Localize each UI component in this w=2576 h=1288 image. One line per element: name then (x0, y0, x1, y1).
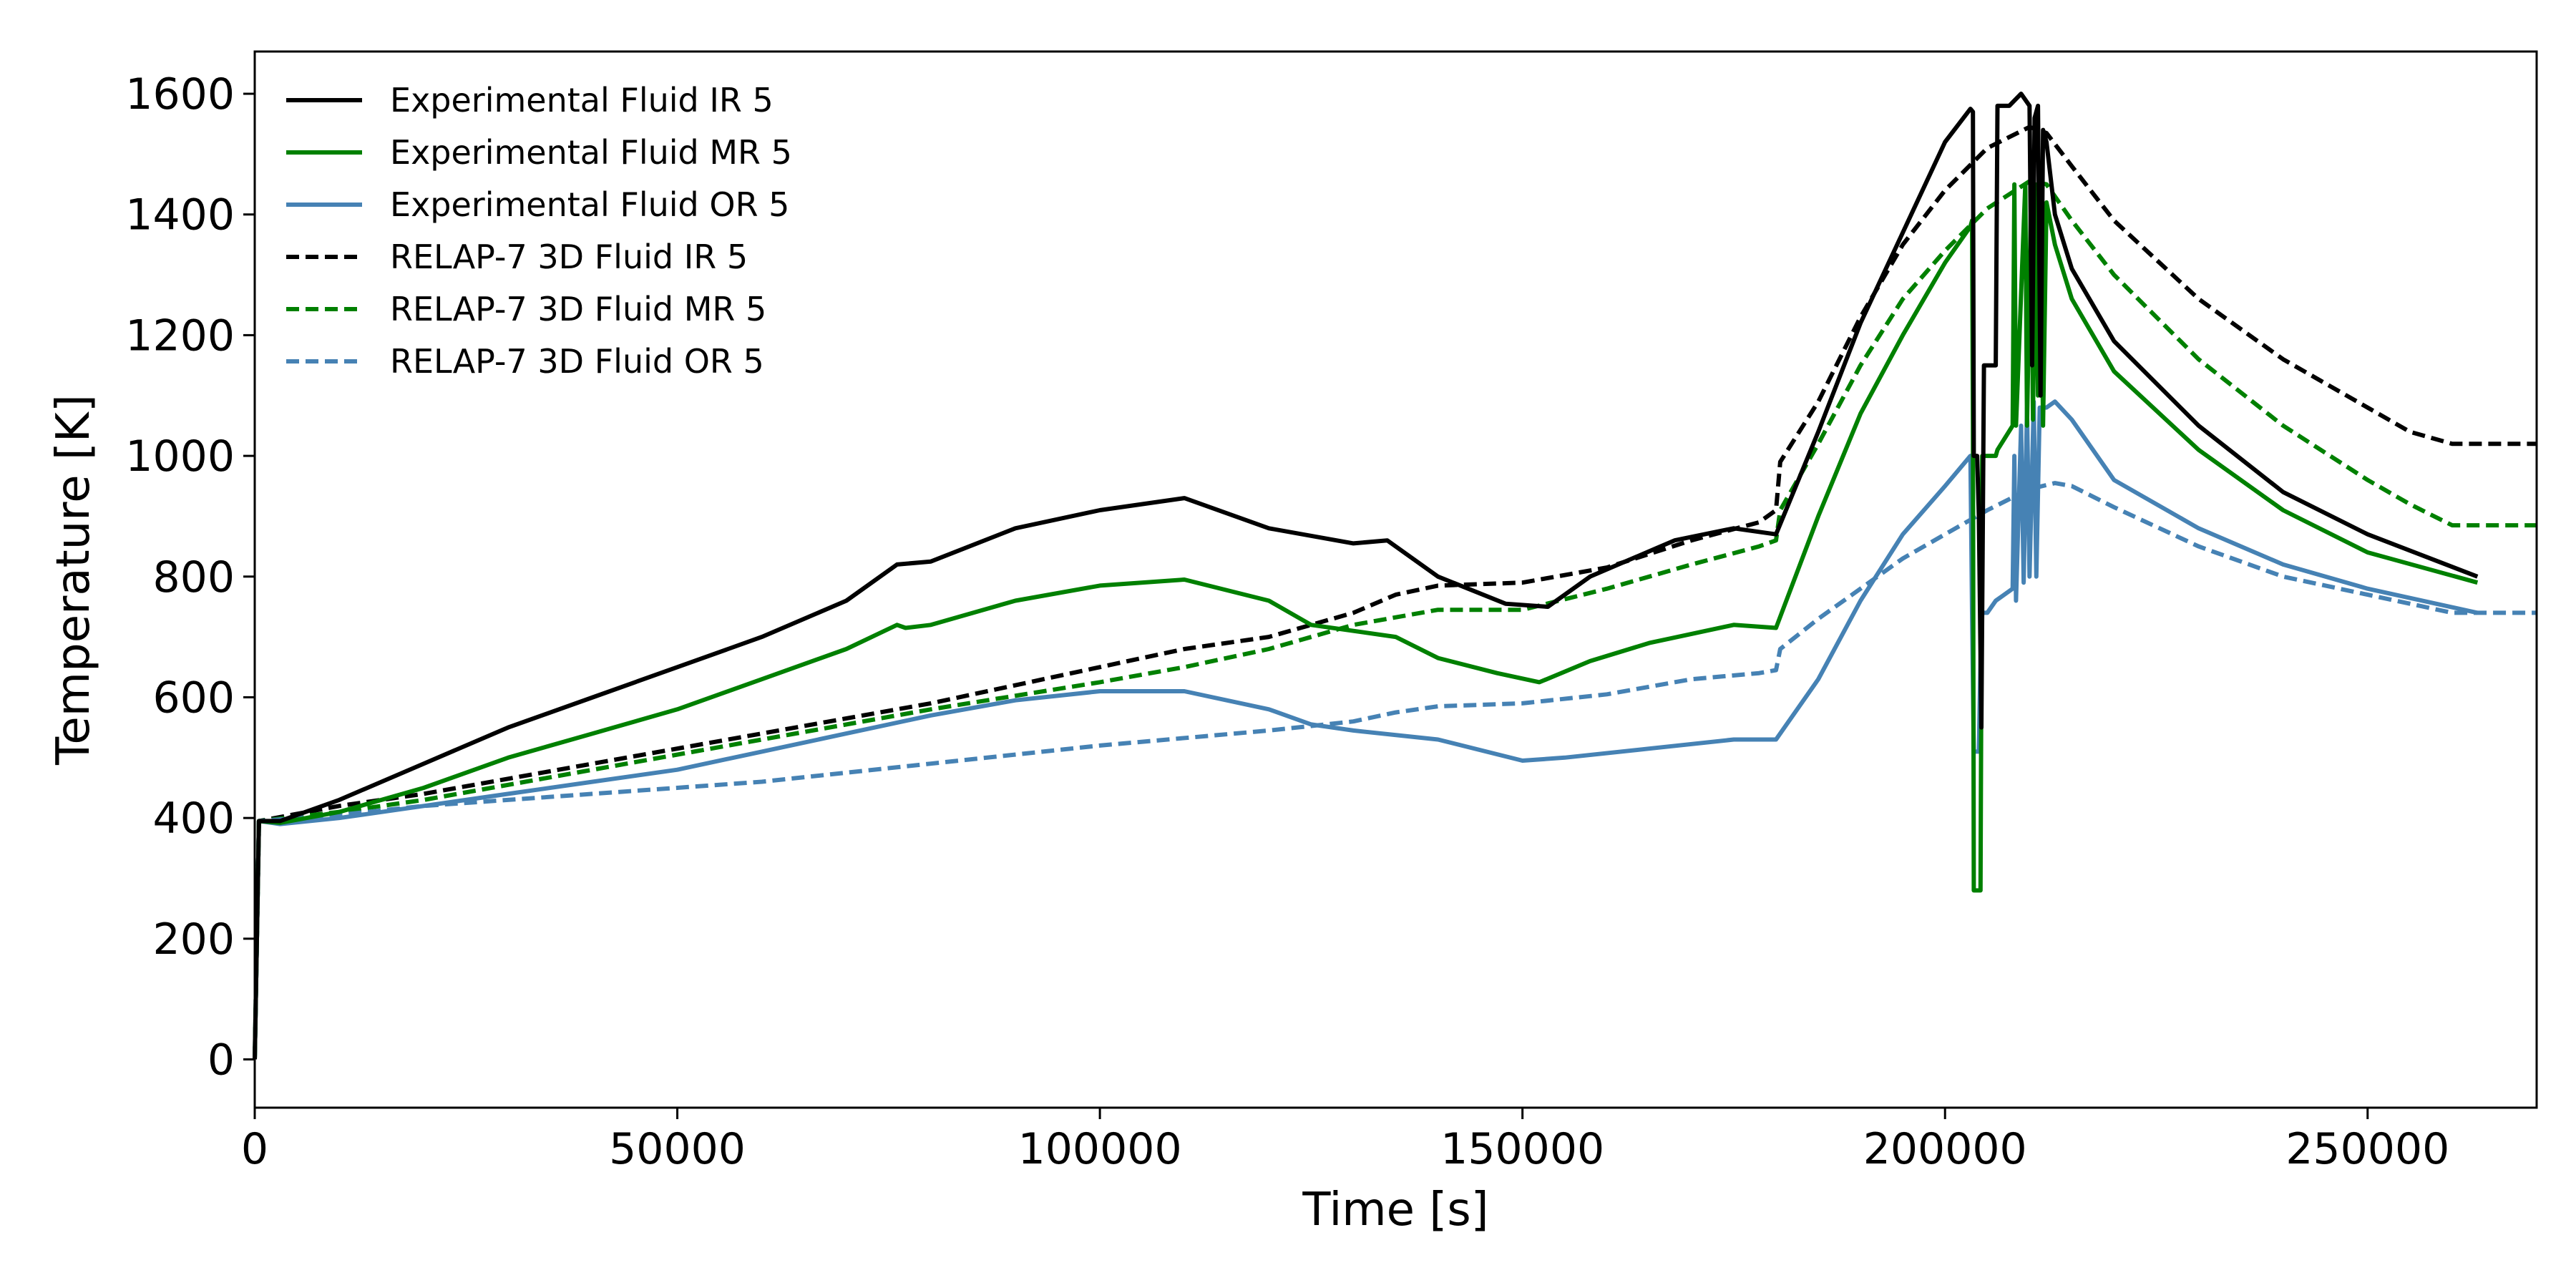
y-axis: 0 200 400 600 800 1000 1200 1400 1600 (125, 69, 255, 1085)
y-tick-label: 600 (152, 673, 235, 723)
legend-entry-label: Experimental Fluid MR 5 (390, 133, 792, 172)
y-tick-label: 800 (152, 552, 235, 602)
series-line-1 (253, 92, 2479, 1060)
legend-entry-label: RELAP-7 3D Fluid IR 5 (390, 238, 748, 276)
legend-entry-label: RELAP-7 3D Fluid OR 5 (390, 342, 764, 381)
y-tick-label: 1200 (125, 311, 235, 361)
series-line-5 (253, 179, 2537, 1060)
legend: Experimental Fluid IR 5 Experimental Flui… (286, 81, 792, 381)
x-axis: 0 50000 100000 150000 200000 250000 (241, 1108, 2449, 1174)
series-layer (253, 92, 2537, 1060)
x-tick-label: 100000 (1018, 1124, 1182, 1174)
y-tick-label: 1400 (125, 190, 235, 240)
series-line-4 (253, 125, 2537, 1060)
legend-entry-label: Experimental Fluid OR 5 (390, 185, 789, 224)
legend-entry-label: RELAP-7 3D Fluid MR 5 (390, 290, 766, 328)
y-tick-label: 1600 (125, 69, 235, 119)
x-tick-label: 250000 (2285, 1124, 2449, 1174)
series-line-3 (253, 399, 2478, 1060)
y-tick-label: 400 (152, 794, 235, 844)
plot-area-frame (253, 50, 2538, 1109)
y-tick-label: 200 (152, 914, 235, 965)
x-axis-label: Time [s] (1302, 1184, 1488, 1236)
y-axis-label: Temperature [K] (47, 394, 100, 766)
y-tick-label: 1000 (125, 431, 235, 482)
x-tick-label: 0 (241, 1124, 268, 1174)
x-tick-label: 150000 (1440, 1124, 1604, 1174)
x-tick-label: 50000 (609, 1124, 746, 1174)
legend-entry-label: Experimental Fluid IR 5 (390, 81, 774, 119)
x-tick-label: 200000 (1863, 1124, 2027, 1174)
series-line-6 (253, 481, 2537, 1060)
y-tick-label: 0 (208, 1035, 235, 1085)
